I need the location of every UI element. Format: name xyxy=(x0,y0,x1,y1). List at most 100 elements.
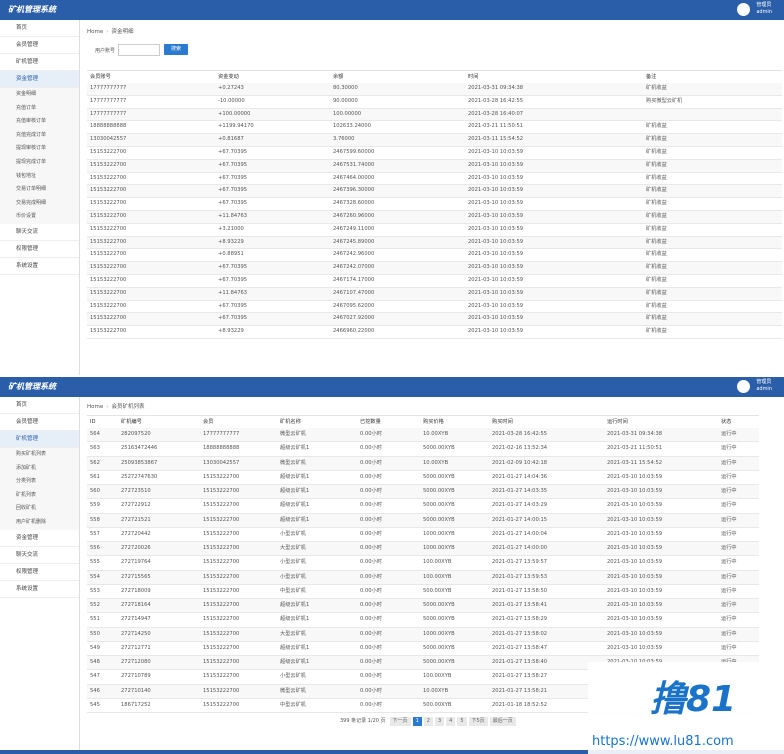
menu-item[interactable]: 系统设置 xyxy=(0,258,79,275)
page-link[interactable]: 下5页 xyxy=(468,717,488,726)
table-cell: 272712080 xyxy=(121,659,151,665)
page-link[interactable]: 最后一页 xyxy=(489,717,516,726)
table-cell: 矿机收益 xyxy=(646,315,667,322)
submenu-item[interactable]: 资金明细 xyxy=(0,88,79,102)
menu-item[interactable]: 矿机管理 xyxy=(0,54,79,71)
submenu-item[interactable]: 充值订单 xyxy=(0,101,79,116)
table-row: 557 272720442 15153222700 小型云矿机 0.00小时 1000.0… xyxy=(87,528,759,542)
logo: 矿机管理系统 xyxy=(8,382,56,391)
table-cell: 2021-01-27 13:58:29 xyxy=(492,616,548,623)
top-bar: 矿机管理系统 管理员 admin xyxy=(0,0,784,20)
submenu-item[interactable]: 提现完成订单 xyxy=(0,155,79,170)
menu-item[interactable]: 聊天交流 xyxy=(0,224,79,241)
table-cell: 2021-01-27 13:58:02 xyxy=(492,630,548,637)
table-cell: 3.76000 xyxy=(333,136,355,143)
logo: 矿机管理系统 xyxy=(8,5,56,14)
menu-item[interactable]: 权限管理 xyxy=(0,241,79,258)
submenu-item[interactable]: 用户矿机删除 xyxy=(0,515,79,530)
submenu-item[interactable]: 币价设置 xyxy=(0,210,79,224)
table-cell: 561 xyxy=(90,473,100,480)
page-link[interactable]: 5 xyxy=(457,717,467,726)
table-cell: +67.70395 xyxy=(218,187,248,194)
table-cell: 272718164 xyxy=(121,602,151,608)
table-cell: 2021-03-10 10:03:59 xyxy=(468,302,524,309)
table-cell: 2467242.07000 xyxy=(333,264,375,271)
table-cell: 15153222700 xyxy=(203,587,240,594)
table-cell: 矿机收益 xyxy=(646,200,667,207)
table-cell: 0.00小时 xyxy=(360,587,382,594)
submenu-item[interactable]: 提现审核订单 xyxy=(0,142,79,156)
table-row: 561 25272747630 15153222700 超级云矿机1 0.00小时 500… xyxy=(87,471,759,485)
table-cell: 2021-03-10 10:03:59 xyxy=(607,644,663,651)
table-cell: +3.21000 xyxy=(218,225,244,232)
table-cell: 矿机收益 xyxy=(646,277,667,283)
table-cell: 1000.00XYB xyxy=(423,630,455,637)
table-row: 15153222700 +67.70395 2467174.17000 2021-03… xyxy=(87,275,782,288)
page-link[interactable]: 1 xyxy=(412,717,422,726)
menu-item[interactable]: 首页 xyxy=(0,20,79,37)
breadcrumb-item[interactable]: Home xyxy=(87,29,104,35)
table-cell: 564 xyxy=(90,431,100,437)
table-row: 15153222700 +67.70395 2467328.60000 2021-03… xyxy=(87,198,782,211)
submenu-item[interactable]: 购买矿机列表 xyxy=(0,448,79,462)
table-cell: 中型云矿机 xyxy=(280,587,306,594)
table-cell: 15153222700 xyxy=(203,559,240,566)
submenu-item[interactable]: 充值完成订单 xyxy=(0,128,79,143)
table-cell: 2021-03-10 10:03:59 xyxy=(607,630,663,637)
submenu-item[interactable]: 分类列表 xyxy=(0,475,79,489)
table-cell: 0.00小时 xyxy=(360,673,382,680)
menu-item[interactable]: 聊天交流 xyxy=(0,547,79,564)
user-menu[interactable]: 管理员 admin xyxy=(756,379,772,393)
table-row: 552 272718164 15153222700 超级云矿机1 0.00小时 5000.… xyxy=(87,599,759,614)
table-cell: 15153222700 xyxy=(90,264,127,271)
menu-item[interactable]: 会员管理 xyxy=(0,37,79,54)
table-row: 549 272712771 15153222700 超级云矿机1 0.00小时 5000.… xyxy=(87,642,759,656)
table-cell: 18888888888 xyxy=(203,445,240,452)
menu-item[interactable]: 矿机管理 xyxy=(0,431,79,448)
page-link[interactable]: 3 xyxy=(434,717,445,726)
table-cell: 2021-01-27 13:58:50 xyxy=(492,587,548,594)
search-button[interactable]: 搜索 xyxy=(164,44,188,55)
sidebar: 首页 会员管理 矿机管理 资金管理 资金明细 充值订单 充值审核订单 充值完成订单 提现审核订单… xyxy=(0,20,80,375)
submenu-item[interactable]: 钱包地址 xyxy=(0,169,79,184)
page-link[interactable]: 下一页 xyxy=(389,717,411,726)
table-cell: 2021-03-28 16:42:55 xyxy=(492,431,548,437)
menu-item[interactable]: 首页 xyxy=(0,397,79,414)
menu-item[interactable]: 权限管理 xyxy=(0,564,79,581)
table-cell: 5000.00XYB xyxy=(423,644,455,651)
user-menu[interactable]: 管理员 admin xyxy=(756,2,772,16)
table-cell: 0.00小时 xyxy=(360,473,382,480)
table-cell: 2021-01-27 13:58:40 xyxy=(492,659,548,665)
menu-item[interactable]: 系统设置 xyxy=(0,581,79,598)
page-link[interactable]: 4 xyxy=(446,717,456,726)
table-cell: 0.00小时 xyxy=(360,602,382,608)
table-cell: 矿机收益 xyxy=(646,149,667,155)
breadcrumb-item[interactable]: Home xyxy=(87,404,104,410)
submenu-item[interactable]: 回收矿机 xyxy=(0,502,79,516)
search-input[interactable] xyxy=(118,44,160,56)
table-cell: 552 xyxy=(90,602,100,608)
submenu-item[interactable]: 交易完成明细 xyxy=(0,196,79,211)
menu-item[interactable]: 资金管理 xyxy=(0,530,79,547)
table-cell: 2021-03-10 10:03:59 xyxy=(607,587,663,594)
column-header: 购买时间 xyxy=(492,419,513,425)
submenu-item[interactable]: 充值审核订单 xyxy=(0,115,79,129)
column-header: 时间 xyxy=(468,74,479,80)
menu-item[interactable]: 资金管理 xyxy=(0,71,79,88)
submenu-item[interactable]: 矿机列表 xyxy=(0,488,79,503)
table-cell: +8.93229 xyxy=(218,238,244,245)
submenu-item[interactable]: 添加矿机 xyxy=(0,461,79,476)
page-link[interactable]: 2 xyxy=(423,717,433,726)
table-cell: 563 xyxy=(90,445,100,452)
table-cell: 2021-03-10 10:03:59 xyxy=(468,149,524,155)
table-cell: 矿机收益 xyxy=(646,289,667,296)
table-cell: +0.81687 xyxy=(218,136,244,143)
table-cell: 微型云矿机 xyxy=(280,459,306,466)
table-cell: 15153222700 xyxy=(203,687,240,694)
menu-item[interactable]: 会员管理 xyxy=(0,414,79,431)
table-cell: 272719764 xyxy=(121,559,151,566)
top-bar: 矿机管理系统 管理员 admin xyxy=(0,377,784,397)
data-table: ID 矿机编号 会员 矿机名称 已挖数量 购买价格 购买时间 运行时间 状态 564 2820975… xyxy=(87,415,759,713)
table-cell: 2467027.92000 xyxy=(333,315,375,322)
submenu-item[interactable]: 交易订单明细 xyxy=(0,183,79,197)
